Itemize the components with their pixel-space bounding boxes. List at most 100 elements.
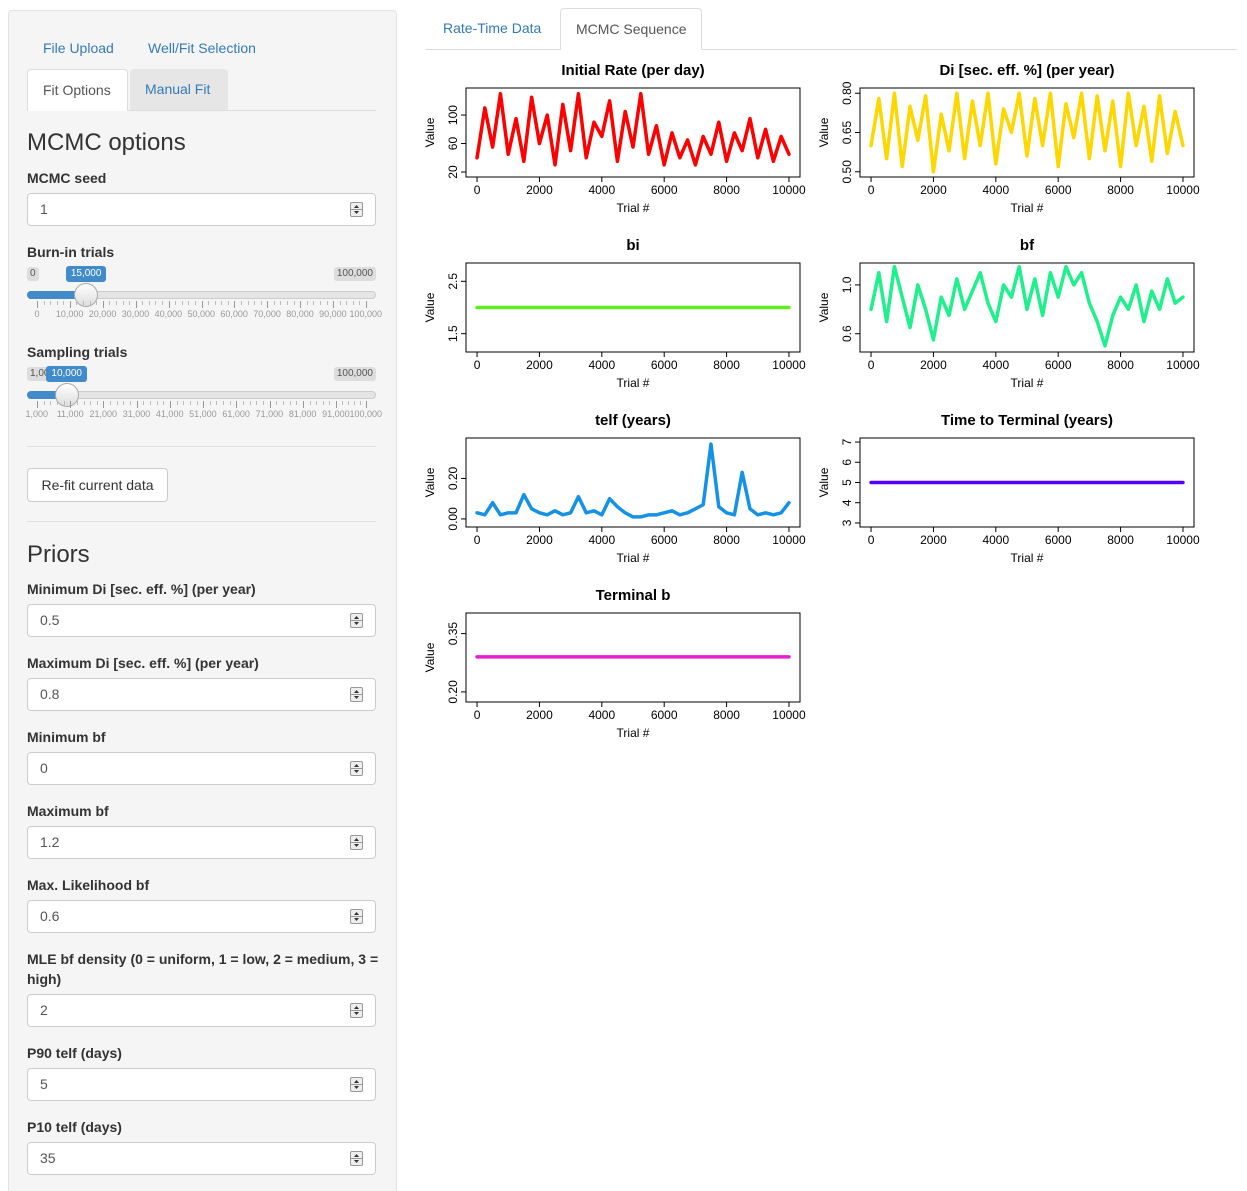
slider-minor-tick [96, 301, 97, 305]
slider-minor-tick [320, 301, 321, 305]
spinner-arrows [351, 762, 362, 775]
x-tick-label: 6000 [651, 533, 678, 547]
slider-minor-tick [50, 301, 51, 305]
trace [871, 93, 1183, 172]
spinner[interactable] [350, 202, 363, 217]
slider-track[interactable] [27, 391, 376, 399]
spinner[interactable] [350, 613, 363, 628]
nav-tab[interactable]: File Upload [43, 40, 114, 56]
slider-minor-tick [149, 301, 150, 305]
spinner[interactable] [350, 1003, 363, 1018]
x-axis-label: Trial # [1011, 551, 1044, 565]
nav-tab[interactable]: Rate-Time Data [443, 20, 541, 36]
spinner[interactable] [350, 835, 363, 850]
x-tick-label: 0 [474, 358, 481, 372]
y-tick-label: 5 [840, 479, 854, 486]
slider-tick [37, 301, 38, 308]
spinner-arrows [351, 203, 362, 216]
slider-handle[interactable] [55, 383, 79, 407]
slider-minor-tick [354, 401, 355, 405]
y-axis-label: Value [817, 117, 831, 147]
y-tick-label: 100 [446, 105, 460, 125]
slider-minor-tick [241, 301, 242, 305]
nav-tab-active[interactable]: MCMC Sequence [560, 8, 702, 50]
slider-minor-tick [353, 301, 354, 305]
slider-minor-tick [215, 301, 216, 305]
divider [27, 446, 376, 447]
number-input[interactable]: 0.5 [27, 604, 376, 637]
slider-tick [37, 401, 38, 408]
nav-tab-active[interactable]: Fit Options [27, 69, 128, 111]
y-tick-label: 0.00 [446, 507, 460, 531]
x-tick-label: 6000 [651, 183, 678, 197]
number-input[interactable]: 0 [27, 752, 376, 785]
x-axis-label: Trial # [617, 726, 650, 740]
input-label: Maximum Di [sec. eff. %] (per year) [27, 653, 379, 673]
nav-tab[interactable]: Well/Fit Selection [148, 40, 256, 56]
number-input[interactable]: 5 [27, 1068, 376, 1101]
slider-minor-tick [109, 301, 110, 305]
number-input[interactable]: 2 [27, 994, 376, 1027]
input-label: Minimum bf [27, 727, 379, 747]
slider-minor-tick [290, 401, 291, 405]
chart-title: bf [1020, 237, 1035, 254]
slider-minor-tick [155, 301, 156, 305]
slider-minor-tick [143, 401, 144, 405]
x-tick-label: 0 [474, 533, 481, 547]
arrow-up [354, 912, 359, 915]
spinner-arrows [351, 688, 362, 701]
x-tick-label: 10000 [1166, 358, 1200, 372]
spinner[interactable] [350, 1151, 363, 1166]
slider-minor-tick [283, 401, 284, 405]
nav-tab[interactable]: Manual Fit [130, 69, 228, 110]
x-tick-label: 10000 [772, 708, 806, 722]
tab-text: Fit Options [43, 82, 111, 98]
slider-minor-tick [123, 301, 124, 305]
slider-minor-tick [195, 301, 196, 305]
x-tick-label: 8000 [1107, 533, 1134, 547]
spinner[interactable] [350, 909, 363, 924]
number-input[interactable]: 0.8 [27, 678, 376, 711]
slider-minor-tick [177, 401, 178, 405]
spinner[interactable] [350, 687, 363, 702]
slider-minor-tick [84, 401, 85, 405]
slider-minor-tick [263, 401, 264, 405]
y-tick-label: 20 [446, 165, 460, 179]
slider-minor-tick [63, 301, 64, 305]
y-axis-label: Value [817, 467, 831, 497]
x-tick-label: 0 [868, 358, 875, 372]
spinner-arrows [351, 1078, 362, 1091]
spinner[interactable] [350, 761, 363, 776]
arrow-down [354, 696, 359, 699]
number-input[interactable]: 1 [27, 193, 376, 226]
input-label: P10 telf (days) [27, 1117, 379, 1137]
x-tick-label: 8000 [713, 533, 740, 547]
x-tick-label: 8000 [1107, 358, 1134, 372]
number-input[interactable]: 35 [27, 1142, 376, 1175]
slider-tick-label: 21,000 [89, 409, 117, 419]
slider-tick-label: 50,000 [188, 309, 216, 319]
refit-button[interactable]: Re-fit current data [27, 468, 168, 502]
chart-title: Di [sec. eff. %] (per year) [939, 62, 1114, 79]
x-tick-label: 0 [474, 708, 481, 722]
x-tick-label: 6000 [651, 708, 678, 722]
slider-tick-label: 51,000 [189, 409, 217, 419]
x-tick-label: 6000 [1045, 358, 1072, 372]
y-axis-label: Value [423, 467, 437, 497]
trace [871, 267, 1183, 346]
slider-tick [103, 301, 104, 308]
y-tick-label: 0.20 [446, 680, 460, 704]
slider-minor-tick [348, 401, 349, 405]
input-value: 0.6 [40, 901, 59, 932]
arrow-down [354, 211, 359, 214]
slider-minor-tick [346, 301, 347, 305]
slider-tick [137, 401, 138, 408]
spinner-arrows [351, 614, 362, 627]
slider-label: Sampling trials [27, 342, 127, 362]
spinner[interactable] [350, 1077, 363, 1092]
number-input[interactable]: 1.2 [27, 826, 376, 859]
y-tick-label: 0.65 [840, 120, 854, 144]
slider-tick-label: 1,000 [26, 409, 49, 419]
number-input[interactable]: 0.6 [27, 900, 376, 933]
